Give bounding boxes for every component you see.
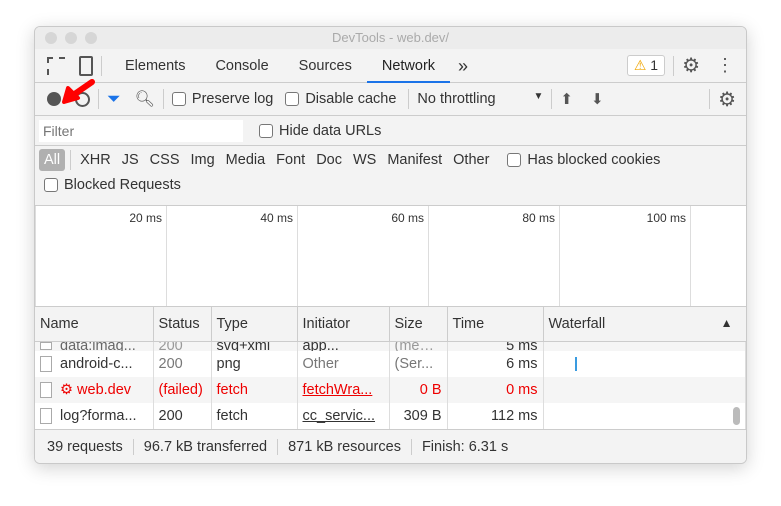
filter-icon[interactable]: ⏷ [107,89,121,108]
type-js[interactable]: JS [121,152,139,168]
table-row[interactable]: data:imag... 200 svg+xml app... (mem... 5 ms [35,341,746,351]
minimize-button[interactable] [65,32,77,44]
transferred-size: 96.7 kB transferred [144,438,279,455]
sort-ascending-icon: ▲ [720,315,733,330]
type-font[interactable]: Font [276,152,306,168]
type-manifest[interactable]: Manifest [387,152,443,168]
blocked-requests-checkbox[interactable]: Blocked Requests [44,177,181,193]
panel-tabs: Elements Console Sources Network » ⚠ 1 ⚙… [35,49,746,83]
type-other[interactable]: Other [453,152,490,168]
filter-bar: Hide data URLs [35,116,746,146]
type-doc[interactable]: Doc [316,152,342,168]
search-icon[interactable]: 🔍︎ [134,91,155,108]
preserve-log-checkbox[interactable]: Preserve log [171,91,273,107]
more-tabs-button[interactable]: » [458,55,469,76]
col-waterfall[interactable]: Waterfall ▲ [543,307,746,342]
finish-time: Finish: 6.31 s [421,438,509,455]
request-count: 39 requests [47,438,134,455]
file-icon [40,356,52,373]
warning-icon: ⚠ [633,57,647,73]
inspect-element-icon[interactable] [47,56,65,75]
tick-label: 20 ms [129,211,162,225]
tick-label: 80 ms [522,211,555,225]
tab-console[interactable]: Console [215,57,269,74]
has-blocked-cookies-checkbox[interactable]: Has blocked cookies [507,152,660,168]
tab-sources[interactable]: Sources [298,57,352,74]
zoom-button[interactable] [85,32,97,44]
table-row[interactable]: android-c... 200 png Other (Ser... 6 ms [35,351,746,377]
col-time[interactable]: Time [447,307,544,342]
error-icon: ⚙ [60,381,73,398]
more-options-icon[interactable]: ⋮ [716,55,734,75]
col-initiator[interactable]: Initiator [297,307,390,342]
title-bar: DevTools - web.dev/ [35,27,746,49]
timeline-overview[interactable]: 20 ms 40 ms 60 ms 80 ms 100 ms [35,206,746,307]
scrollbar-thumb[interactable] [733,407,740,425]
import-har-icon[interactable]: ⬆ [560,91,573,108]
table-row[interactable]: log?forma... 200 fetch cc_servic... 309 B 112… [35,403,746,429]
network-settings-icon[interactable]: ⚙ [718,88,736,111]
record-button[interactable] [47,92,61,106]
tick-label: 100 ms [646,211,686,225]
type-xhr[interactable]: XHR [80,152,111,168]
resource-type-filters: All XHR JS CSS Img Media Font Doc WS Man… [35,146,746,206]
waterfall-bar [574,357,577,372]
tab-elements[interactable]: Elements [125,57,186,74]
file-icon [40,382,52,399]
window-title: DevTools - web.dev/ [331,30,450,45]
status-bar: 39 requests 96.7 kB transferred 871 kB r… [35,429,746,463]
col-status[interactable]: Status [153,307,212,342]
type-img[interactable]: Img [190,152,215,168]
tick-label: 40 ms [260,211,293,225]
hide-data-urls-checkbox[interactable]: Hide data URLs [259,123,381,139]
col-type[interactable]: Type [211,307,298,342]
disable-cache-checkbox[interactable]: Disable cache [285,91,396,107]
requests-table: Name Status Type Initiator Size Time Waterfall… [35,307,746,429]
device-toolbar-icon[interactable] [79,55,93,76]
annotation-arrow-icon [62,79,95,104]
throttling-select[interactable]: No throttling ▼ [417,91,544,107]
close-button[interactable] [45,32,57,44]
dropdown-arrow-icon: ▼ [533,91,544,102]
tick-label: 60 ms [391,211,424,225]
settings-icon[interactable]: ⚙ [682,55,700,77]
devtools-window: DevTools - web.dev/ Elements Console Sou… [34,26,747,464]
col-size[interactable]: Size [389,307,448,342]
tab-network[interactable]: Network [366,49,451,83]
warnings-badge[interactable]: ⚠ 1 [626,55,666,76]
type-ws[interactable]: WS [352,152,377,168]
type-media[interactable]: Media [225,152,266,168]
col-name[interactable]: Name [35,307,154,342]
type-all[interactable]: All [39,149,66,171]
file-icon [40,408,52,425]
resources-size: 871 kB resources [288,438,412,455]
network-toolbar: ⏷ 🔍︎ Preserve log Disable cache No throt… [35,83,746,116]
type-css[interactable]: CSS [149,152,180,168]
export-har-icon[interactable]: ⬇ [590,91,604,108]
filter-input[interactable] [39,119,243,142]
